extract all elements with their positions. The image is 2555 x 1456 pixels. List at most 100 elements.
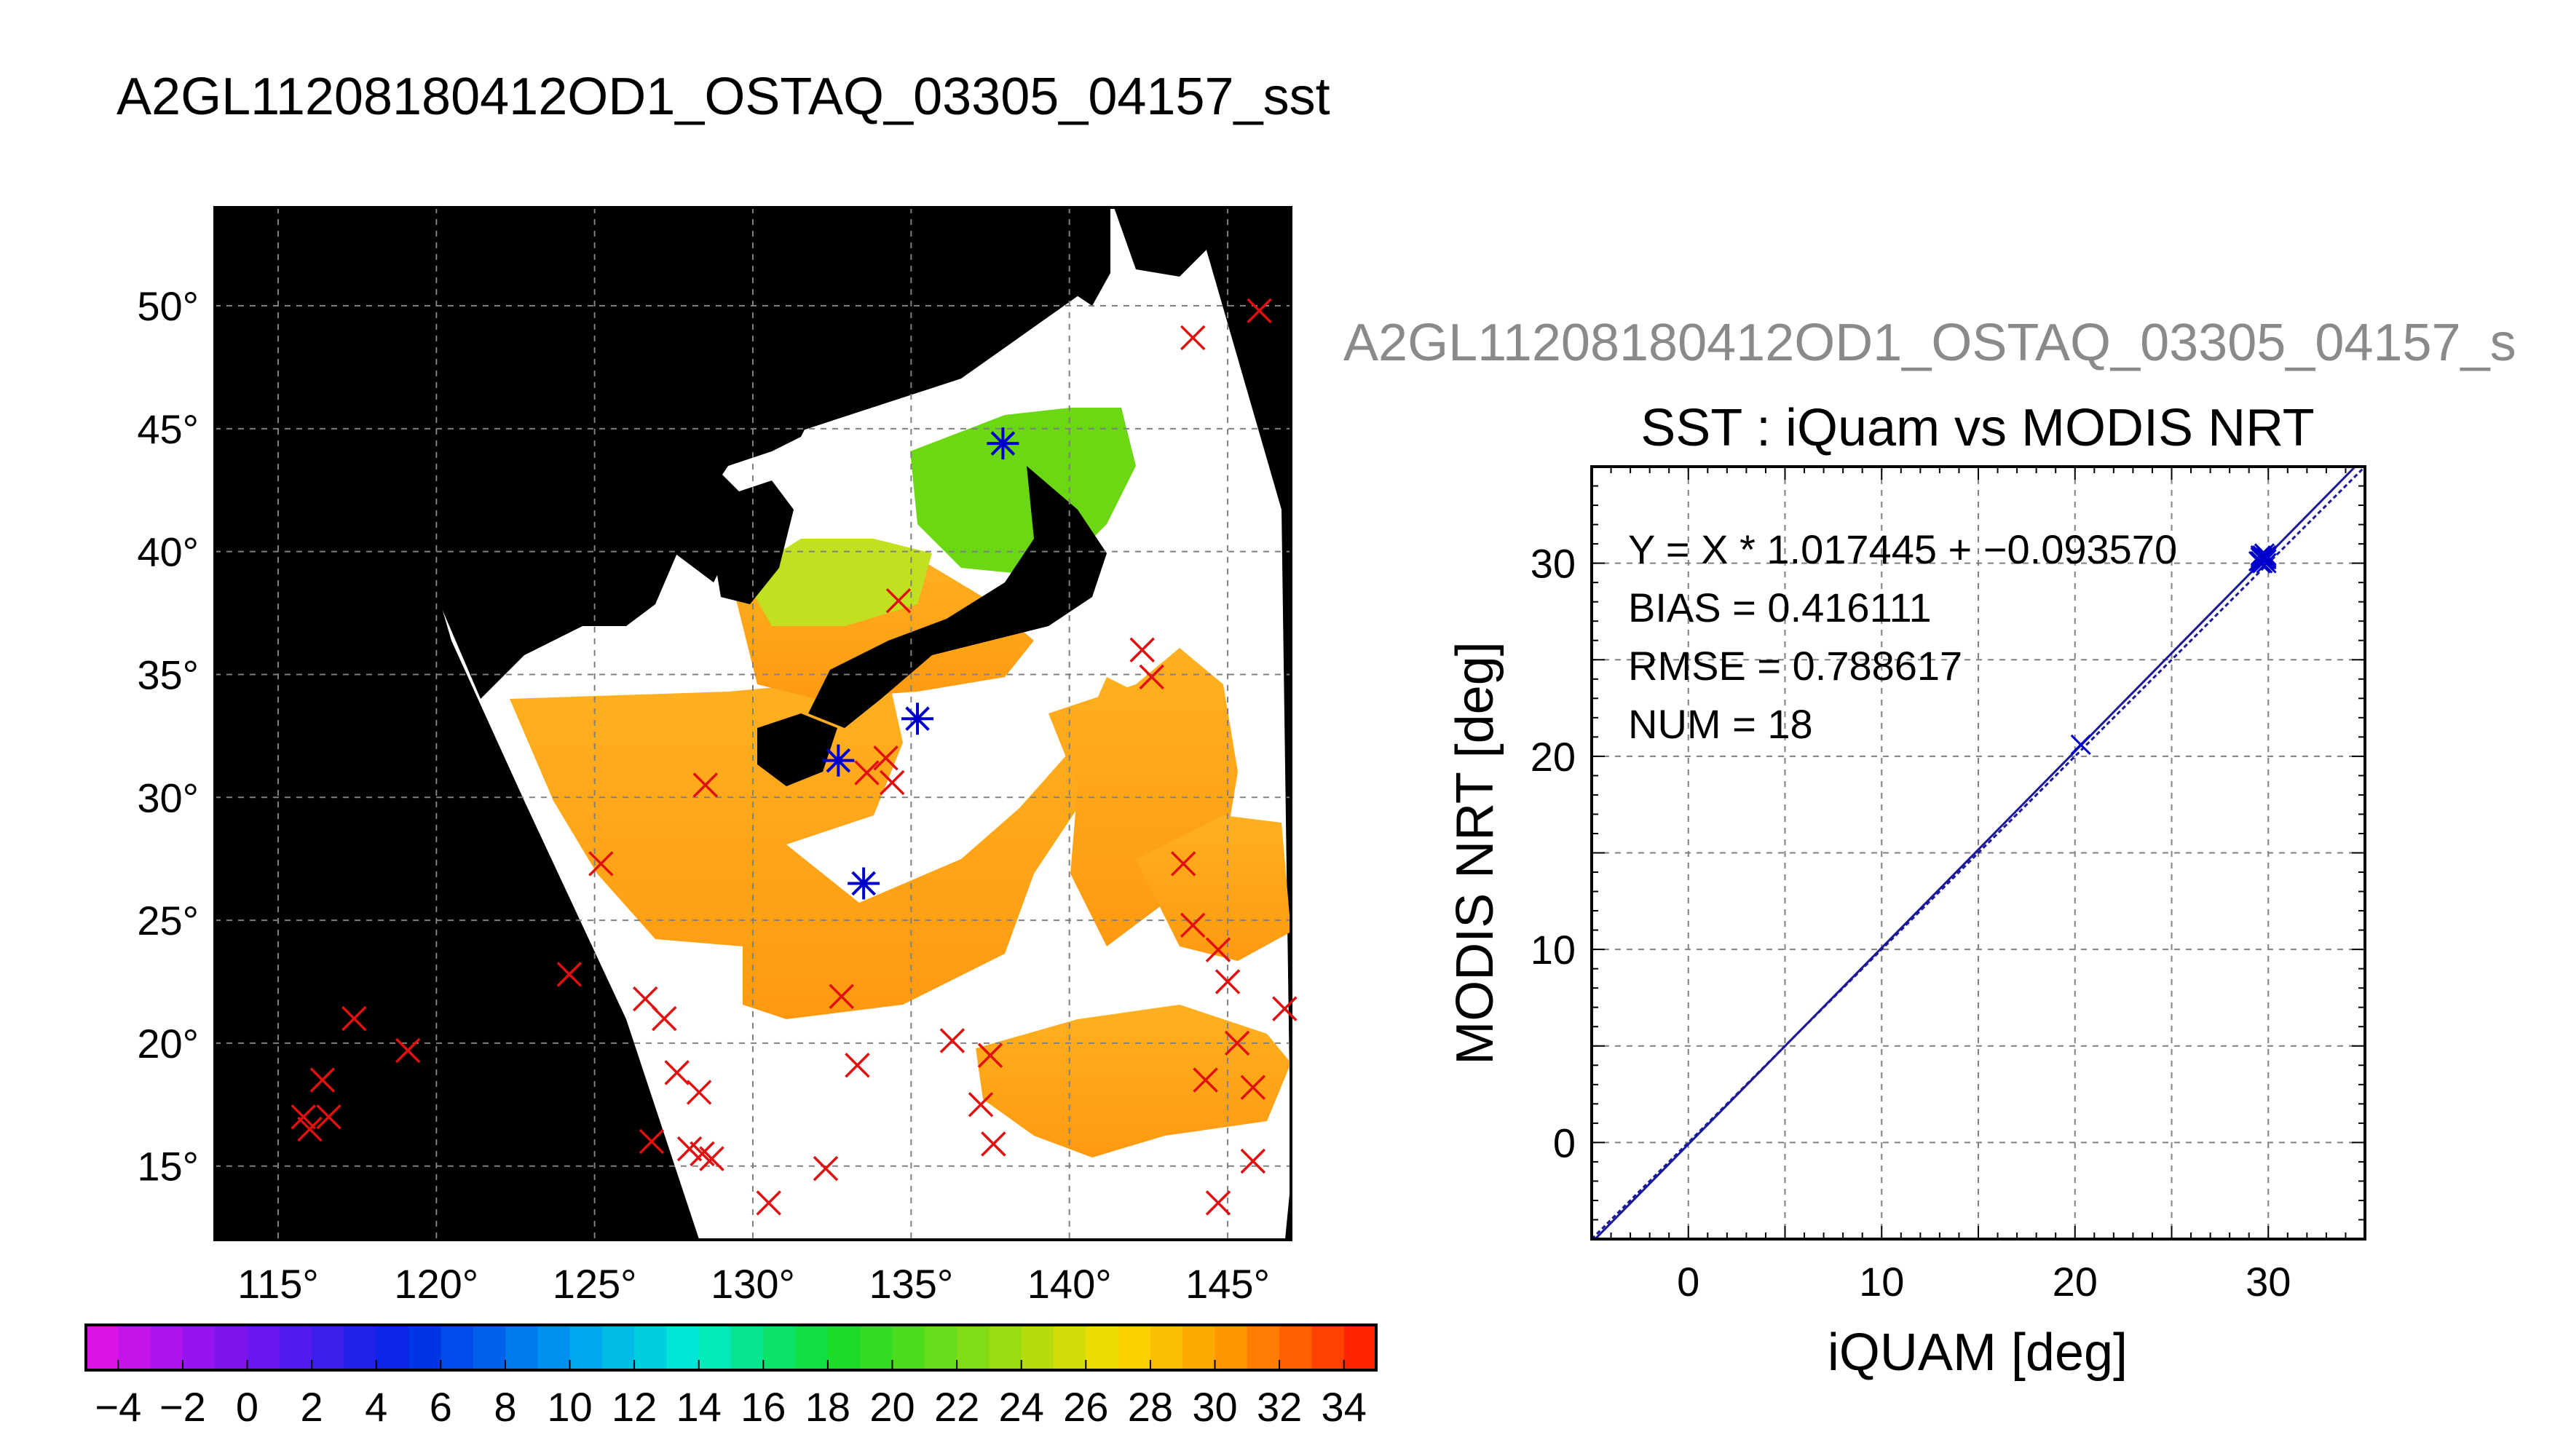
scatter-title: SST : iQuam vs MODIS NRT <box>1640 399 2315 457</box>
scatter-x-tick-label: 20 <box>2053 1259 2098 1305</box>
colorbar-cell <box>1247 1325 1280 1370</box>
map-lon-tick-label: 120° <box>394 1261 478 1307</box>
scatter-y-label: MODIS NRT [deg] <box>1446 641 1504 1065</box>
colorbar-tick-label: 28 <box>1128 1384 1173 1430</box>
buoy-marker <box>686 1080 712 1105</box>
colorbar-cell <box>215 1325 248 1370</box>
map-lat-tick-label: 25° <box>137 898 199 943</box>
buoy-marker <box>1180 325 1206 351</box>
colorbar-cell <box>827 1325 861 1370</box>
colorbar-tick-label: −2 <box>159 1384 206 1430</box>
colorbar-tick-label: 10 <box>547 1384 592 1430</box>
land-mainland-asia <box>215 207 968 699</box>
buoy-marker <box>885 587 912 614</box>
colorbar-cell <box>1343 1325 1377 1370</box>
colorbar-cell <box>473 1325 506 1370</box>
map-lon-tick-label: 135° <box>869 1261 953 1307</box>
scatter-points <box>2070 543 2277 756</box>
map-lat-tick-label: 40° <box>137 529 199 575</box>
buoy-marker <box>316 1104 341 1130</box>
map-lon-tick-label: 140° <box>1027 1261 1112 1307</box>
scatter-x-ticks: 0 10 20 30 <box>1677 1259 2291 1305</box>
colorbar-cell <box>924 1325 957 1370</box>
scatter-point <box>2070 734 2091 756</box>
colorbar-cell <box>441 1325 474 1370</box>
colorbar-cell <box>182 1325 216 1370</box>
buoy-marker <box>1205 937 1231 962</box>
buoy-marker <box>829 984 854 1009</box>
scatter-y-ticks: 0 10 20 30 <box>1531 541 1576 1166</box>
buoy-marker <box>1129 637 1155 662</box>
regression-line <box>1593 467 2357 1239</box>
map-lat-tick-label: 50° <box>137 283 199 329</box>
colorbar-tick-label: 34 <box>1322 1384 1367 1430</box>
colorbar-tick-label: 16 <box>741 1384 786 1430</box>
colorbar-tick-label: 26 <box>1063 1384 1108 1430</box>
match-marker <box>901 703 934 735</box>
sst-colorbar: −4 −2 0 2 4 6 8 10 12 14 16 18 20 22 24 26 28 30 32 34 <box>84 1324 1378 1430</box>
buoy-marker <box>813 1155 839 1182</box>
scatter-x-label: iQUAM [deg] <box>1828 1324 2128 1382</box>
colorbar-cell <box>86 1325 119 1370</box>
colorbar-tick-label: 22 <box>934 1384 979 1430</box>
match-marker <box>987 427 1019 460</box>
colorbar-cell <box>312 1325 344 1370</box>
buoy-marker <box>395 1037 421 1064</box>
land-sakhalin <box>1114 207 1209 277</box>
buoy-marker <box>977 1042 1003 1069</box>
map-lat-tick-label: 30° <box>137 775 199 820</box>
colorbar-cell <box>666 1325 700 1370</box>
colorbar-cell <box>892 1325 925 1370</box>
buoy-marker <box>664 1060 690 1085</box>
colorbar-tick-label: 4 <box>365 1384 387 1430</box>
annotation-regression: Y = X * 1.017445 + −0.093570 <box>1628 526 2177 572</box>
buoy-marker <box>854 760 880 786</box>
colorbar-tick-label: 8 <box>494 1384 516 1430</box>
buoy-marker <box>939 1028 965 1053</box>
land-japan-hokkaido <box>1070 207 1110 306</box>
colorbar-tick-label: 0 <box>236 1384 258 1430</box>
buoy-marker <box>1240 1075 1266 1100</box>
annotation-num: NUM = 18 <box>1628 701 1813 747</box>
annotation-rmse: RMSE = 0.788617 <box>1628 643 1962 689</box>
buoy-marker <box>652 1005 677 1032</box>
map-lat-tick-label: 45° <box>137 406 199 452</box>
colorbar-tick-label: 2 <box>301 1384 323 1430</box>
match-marker <box>848 867 880 900</box>
colorbar-cell <box>634 1325 667 1370</box>
map-lat-tick-label: 20° <box>137 1021 199 1067</box>
buoy-marker <box>1139 664 1164 690</box>
colorbar-tick-label: 14 <box>676 1384 722 1430</box>
colorbar-cell <box>1150 1325 1183 1370</box>
scatter-x-tick-label: 0 <box>1677 1259 1699 1305</box>
map-lat-tick-label: 15° <box>137 1144 199 1190</box>
colorbar-cell <box>1086 1325 1119 1370</box>
colorbar-cell <box>569 1325 603 1370</box>
scatter-point <box>2252 545 2273 566</box>
colorbar-cell <box>1118 1325 1151 1370</box>
sst-orange-region <box>1136 815 1291 961</box>
scatter-header-title: A2GL11208180412OD1_OSTAQ_03305_04157_s <box>1343 314 2516 372</box>
land-japan-honshu <box>808 466 1107 728</box>
colorbar-cell <box>1311 1325 1345 1370</box>
colorbar-cell <box>731 1325 764 1370</box>
map-lat-ticks: 15° 20° 25° 30° 35° 40° 45° 50° <box>137 283 199 1190</box>
scatter-y-tick-label: 20 <box>1531 734 1576 780</box>
buoy-marker <box>588 851 614 877</box>
buoy-marker <box>297 1116 323 1142</box>
buoy-marker <box>845 1053 870 1078</box>
colorbar-cell <box>957 1325 990 1370</box>
buoy-marker <box>1224 1030 1250 1056</box>
map-lat-tick-label: 35° <box>137 652 199 697</box>
buoy-marker <box>981 1131 1006 1157</box>
sst-yellowgreen-region <box>743 539 932 626</box>
colorbar-frame <box>84 1324 1378 1372</box>
sst-orange-region <box>510 677 1136 1019</box>
buoy-marker <box>692 772 719 798</box>
colorbar-cell <box>408 1325 441 1370</box>
buoy-marker <box>291 1104 316 1130</box>
buoy-marker <box>1240 1148 1266 1174</box>
colorbar-cell <box>1054 1325 1086 1370</box>
sst-map: 115° 120° 125° 130° 135° 140° 145° 15° 20° 25° 30… <box>137 206 1298 1307</box>
colorbar-cell <box>1021 1325 1054 1370</box>
